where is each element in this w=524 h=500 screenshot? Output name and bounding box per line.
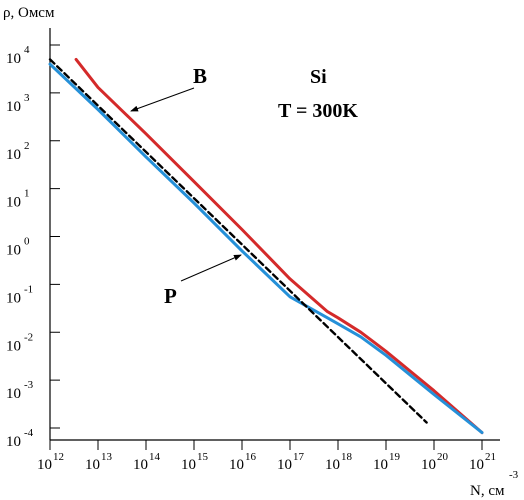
trend-line-dashed <box>48 58 428 424</box>
series-label-b: B <box>193 64 207 88</box>
y-tick-label: 10 <box>6 195 21 211</box>
x-tick-label-exponent: 13 <box>101 451 113 463</box>
y-tick-label-exponent: -3 <box>24 379 34 391</box>
chart-title-line-2: T = 300K <box>278 100 358 122</box>
x-tick-label: 10 <box>37 457 52 473</box>
x-tick-label-exponent: 17 <box>293 451 305 463</box>
series-layer <box>48 57 484 435</box>
y-tick-label: 10 <box>6 386 21 402</box>
series-label-p: P <box>164 284 177 308</box>
x-tick-label: 10 <box>325 457 340 473</box>
x-tick-label-exponent: 19 <box>389 451 401 463</box>
ticks-layer: 10 12 10 13 10 14 10 15 10 16 10 17 10 18 10 19 10 20 10 2… <box>6 44 496 473</box>
y-tick-label-exponent: 1 <box>24 188 30 200</box>
x-tick-label: 10 <box>277 457 292 473</box>
x-tick-label-exponent: 21 <box>485 451 496 463</box>
y-tick-label-exponent: -4 <box>24 427 34 439</box>
x-tick-label-exponent: 16 <box>245 451 257 463</box>
y-tick-label-exponent: 4 <box>24 44 30 56</box>
x-tick-label: 10 <box>181 457 196 473</box>
y-tick-label: 10 <box>6 99 21 115</box>
x-tick-label: 10 <box>85 457 100 473</box>
y-tick-label-exponent: -2 <box>24 331 33 343</box>
y-axis-label: ρ, Омсм <box>3 5 55 21</box>
y-tick-label-exponent: 0 <box>24 236 30 248</box>
y-tick-label-exponent: 2 <box>24 140 30 152</box>
y-tick-label: 10 <box>6 243 21 259</box>
y-tick-label: 10 <box>6 51 21 67</box>
y-tick-label: 10 <box>6 147 21 163</box>
arrow-to-b <box>130 87 195 112</box>
y-tick-label: 10 <box>6 434 21 450</box>
series-line-p <box>48 62 484 435</box>
y-tick-label-exponent: -1 <box>24 283 33 295</box>
x-tick-label-exponent: 14 <box>149 451 161 463</box>
x-axis-label: N, см <box>470 483 505 499</box>
chart-title-line-1: Si <box>310 66 327 88</box>
y-tick-label: 10 <box>6 338 21 354</box>
series-line-b <box>74 57 484 435</box>
x-tick-label-exponent: 18 <box>341 451 353 463</box>
x-tick-label: 10 <box>373 457 388 473</box>
y-tick-label: 10 <box>6 290 21 306</box>
x-tick-label-exponent: 12 <box>53 451 64 463</box>
arrow-to-p <box>180 254 242 282</box>
x-tick-label: 10 <box>469 457 484 473</box>
x-tick-label: 10 <box>421 457 436 473</box>
x-tick-label: 10 <box>133 457 148 473</box>
y-tick-label-exponent: 3 <box>24 92 30 104</box>
x-tick-label: 10 <box>229 457 244 473</box>
x-tick-label-exponent: 20 <box>437 451 449 463</box>
x-axis-label-exponent: -3 <box>509 469 519 481</box>
x-tick-label-exponent: 15 <box>197 451 209 463</box>
